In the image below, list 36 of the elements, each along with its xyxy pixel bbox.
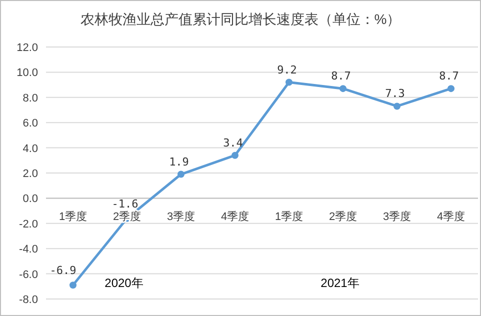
annotation: 2021年 <box>320 276 360 290</box>
point <box>178 170 184 178</box>
x-tick-label: 4季度 <box>436 210 466 224</box>
point <box>70 282 76 289</box>
y-tick-label: -4.0 <box>19 244 38 256</box>
data-label: 3.4 <box>223 136 244 150</box>
y-tick-label: 8.0 <box>22 92 38 104</box>
data-label: 7.3 <box>385 87 405 100</box>
data-label: -1.6 <box>112 197 138 210</box>
x-tick-label: 2季度 <box>328 210 358 224</box>
data-label: 9.2 <box>277 63 297 76</box>
y-tick-label: 0.0 <box>22 193 38 206</box>
y-tick-label: 10.0 <box>16 67 38 80</box>
annotation: 2020年 <box>104 276 144 290</box>
point <box>286 78 292 86</box>
point <box>394 102 400 110</box>
y-tick-label: -2.0 <box>19 218 38 230</box>
y-tick-label: -8.0 <box>19 294 38 306</box>
y-tick-label: 6.0 <box>22 118 38 130</box>
data-label: 8.7 <box>439 70 459 83</box>
x-tick-label: 4季度 <box>220 210 250 224</box>
point <box>340 85 346 92</box>
data-label: -6.9 <box>50 264 76 278</box>
x-tick-label: 1季度 <box>274 210 304 224</box>
data-label: 1.9 <box>169 155 189 168</box>
data-label: 8.7 <box>331 70 351 83</box>
y-tick-label: 2.0 <box>22 168 38 180</box>
x-tick-label: 1季度 <box>58 210 88 224</box>
chart-title: 农林牧渔业总产值累计同比增长速度表（单位：%） <box>80 11 401 27</box>
x-tick-label: 3季度 <box>382 210 412 224</box>
point <box>232 152 238 159</box>
y-tick-label: 4.0 <box>22 142 38 155</box>
y-tick-label: 12.0 <box>16 42 38 54</box>
y-tick-label: -6.0 <box>19 268 38 281</box>
x-tick-label: 3季度 <box>166 210 196 224</box>
point <box>448 85 454 92</box>
